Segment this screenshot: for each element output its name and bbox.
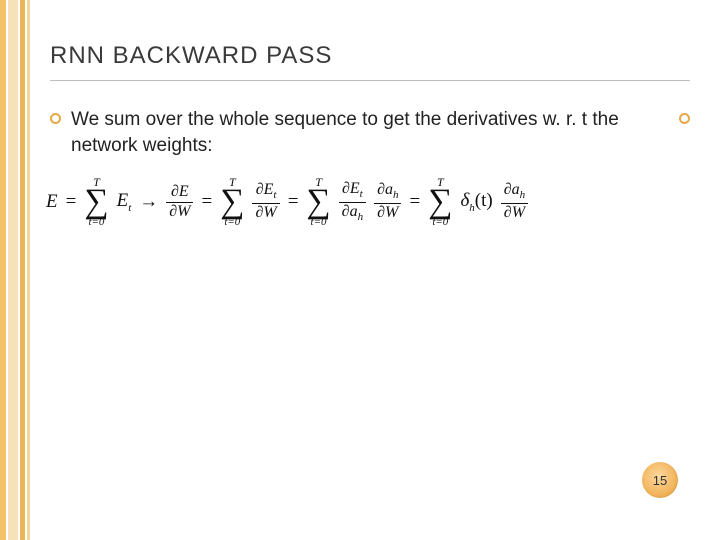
body-row: We sum over the whole sequence to get th… [50,107,690,158]
eq-sum: T ∑ t=0 [82,176,110,228]
page-number: 15 [653,473,667,488]
eq-frac-dE-dW: ∂E ∂W [164,183,195,222]
eq-equals: = [64,191,79,213]
eq-equals: = [407,191,422,213]
eq-frac-dah-dW-2: ∂ah ∂W [499,181,530,223]
sigma-icon: ∑ [220,189,244,215]
bullet-icon [50,113,61,124]
equation-block: E = T ∑ t=0 Et → ∂E ∂W = T ∑ t=0 [44,176,692,228]
eq-lhs: E [44,191,60,213]
eq-equals: = [199,191,214,213]
left-stripe [8,0,18,540]
eq-frac-dEt-dah: ∂Et ∂ah [337,180,368,224]
body-text: We sum over the whole sequence to get th… [71,107,669,158]
eq-sum: T ∑ t=0 [304,176,332,228]
sigma-icon: ∑ [306,189,330,215]
slide-title: RNN BACKWARD PASS [50,42,692,70]
eq-frac-dEt-dW: ∂Et ∂W [250,181,281,223]
left-stripe [20,0,25,540]
eq-term-Et: Et [115,190,134,214]
eq-sum: T ∑ t=0 [218,176,246,228]
bullet-icon [679,113,690,124]
eq-delta: δh(t) [458,190,494,214]
left-stripe [0,0,6,540]
page-number-badge: 15 [642,462,678,498]
sigma-icon: ∑ [428,189,452,215]
slide-area: RNN BACKWARD PASS We sum over the whole … [30,0,720,540]
eq-equals: = [286,191,301,213]
eq-sum: T ∑ t=0 [426,176,454,228]
eq-frac-dah-dW: ∂ah ∂W [372,181,403,223]
eq-arrow: → [137,191,160,213]
title-underline [50,80,690,81]
sigma-icon: ∑ [84,189,108,215]
